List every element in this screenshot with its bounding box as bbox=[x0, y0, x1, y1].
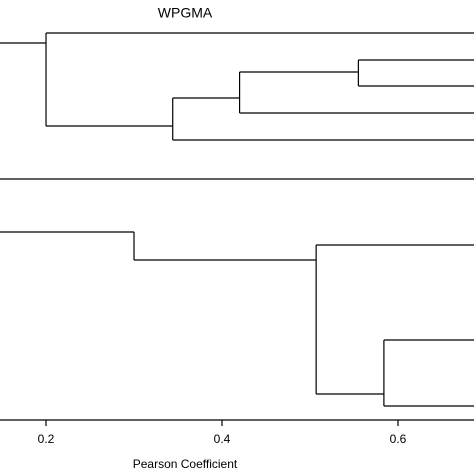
x-tick-label: 0.2 bbox=[38, 432, 55, 446]
x-axis-label: Pearson Coefficient bbox=[133, 457, 238, 471]
x-tick-label: 0.4 bbox=[214, 432, 231, 446]
x-tick-label: 0.6 bbox=[390, 432, 407, 446]
chart-title: WPGMA bbox=[158, 5, 213, 21]
